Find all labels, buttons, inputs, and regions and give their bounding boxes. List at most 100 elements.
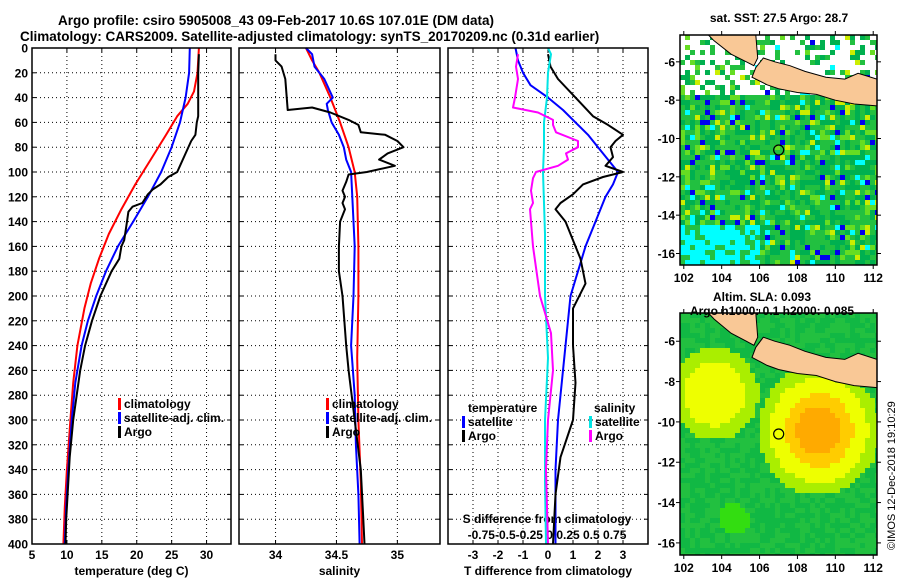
- map-cell: [690, 75, 695, 80]
- map-cell: [760, 205, 765, 210]
- map-cell: [855, 210, 860, 215]
- map-cell: [730, 170, 735, 175]
- map-cell: [780, 478, 785, 483]
- map-cell: [740, 220, 745, 225]
- map-cell: [845, 190, 850, 195]
- map-cell: [725, 190, 730, 195]
- map-cell: [860, 60, 865, 65]
- map-cell: [835, 453, 840, 458]
- map-cell: [870, 250, 875, 255]
- map-cell: [795, 100, 800, 105]
- map-cell: [705, 423, 710, 428]
- map-cell: [775, 393, 780, 398]
- map-cell: [735, 423, 740, 428]
- map-cell: [785, 145, 790, 150]
- map-cell: [680, 408, 685, 413]
- map-cell: [800, 548, 805, 553]
- map-cell: [690, 533, 695, 538]
- map-cell: [720, 453, 725, 458]
- map-cell: [715, 483, 720, 488]
- map-cell: [850, 215, 855, 220]
- map-cell: [870, 130, 875, 135]
- map-cell: [700, 105, 705, 110]
- map-cell: [815, 438, 820, 443]
- map-cell: [725, 393, 730, 398]
- map-cell: [730, 448, 735, 453]
- map-cell: [845, 313, 850, 318]
- map-cell: [870, 438, 875, 443]
- map-cell: [805, 165, 810, 170]
- map-cell: [795, 443, 800, 448]
- map-cell: [745, 210, 750, 215]
- map-cell: [755, 225, 760, 230]
- map-cell: [860, 135, 865, 140]
- map-cell: [850, 235, 855, 240]
- map-cell: [805, 433, 810, 438]
- map-cell: [770, 110, 775, 115]
- map-cell: [820, 145, 825, 150]
- map-cell: [805, 508, 810, 513]
- map-cell: [825, 150, 830, 155]
- map-cell: [785, 403, 790, 408]
- map-cell: [805, 215, 810, 220]
- map-cell: [855, 215, 860, 220]
- map-cell: [790, 260, 795, 265]
- map-cell: [775, 125, 780, 130]
- map-cell: [875, 155, 877, 160]
- map-cell: [680, 478, 685, 483]
- map-cell: [770, 313, 775, 318]
- map-cell: [875, 180, 877, 185]
- map-cell: [865, 538, 870, 543]
- map-cell: [850, 333, 855, 338]
- map-cell: [735, 378, 740, 383]
- map-cell: [805, 443, 810, 448]
- map-cell: [690, 255, 695, 260]
- map-cell: [770, 145, 775, 150]
- map-cell: [810, 140, 815, 145]
- map-cell: [710, 428, 715, 433]
- map-cell: [830, 353, 835, 358]
- map-cell: [685, 225, 690, 230]
- map-cell: [875, 130, 877, 135]
- map-cell: [775, 240, 780, 245]
- map-cell: [870, 195, 875, 200]
- map-cell: [770, 135, 775, 140]
- map-cell: [715, 353, 720, 358]
- map-cell: [805, 428, 810, 433]
- map-cell: [770, 180, 775, 185]
- map-cell: [730, 215, 735, 220]
- map-cell: [810, 523, 815, 528]
- map-cell: [770, 323, 775, 328]
- map-cell: [680, 423, 685, 428]
- map-cell: [795, 135, 800, 140]
- map-cell: [770, 245, 775, 250]
- map-cell: [735, 473, 740, 478]
- map-cell: [815, 523, 820, 528]
- map-cell: [780, 498, 785, 503]
- map-cell: [840, 240, 845, 245]
- map-cell: [785, 195, 790, 200]
- map-cell: [700, 175, 705, 180]
- map-cell: [815, 473, 820, 478]
- map-cell: [725, 468, 730, 473]
- map-cell: [685, 215, 690, 220]
- map-cell: [865, 140, 870, 145]
- map-cell: [785, 215, 790, 220]
- map-cell: [870, 418, 875, 423]
- map-cell: [700, 343, 705, 348]
- map-cell: [680, 463, 685, 468]
- map-cell: [825, 533, 830, 538]
- map-cell: [735, 220, 740, 225]
- map-cell: [695, 150, 700, 155]
- map-cell: [690, 493, 695, 498]
- map-cell: [835, 423, 840, 428]
- map-cell: [830, 220, 835, 225]
- legend-group-title: temperature: [468, 401, 538, 415]
- map-cell: [795, 393, 800, 398]
- map-cell: [690, 240, 695, 245]
- map-cell: [780, 180, 785, 185]
- map-cell: [855, 528, 860, 533]
- map-cell: [765, 40, 770, 45]
- map-cell: [725, 125, 730, 130]
- plot-frame: [238, 47, 441, 545]
